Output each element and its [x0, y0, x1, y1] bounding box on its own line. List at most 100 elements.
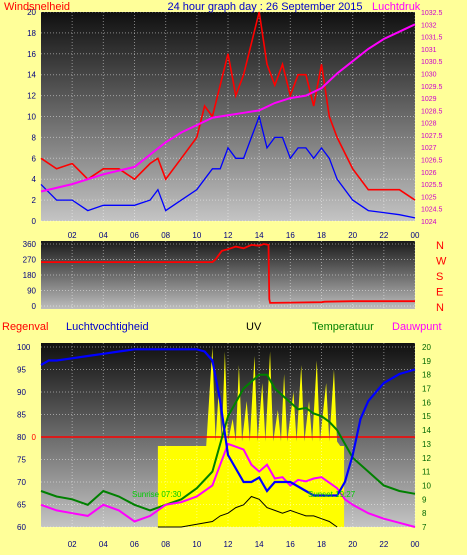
- y-tick-label: 1031.5: [421, 35, 443, 42]
- y-tick-label: 6: [32, 154, 37, 163]
- wind-plot-area: [41, 12, 415, 221]
- y-tick-label: 19: [422, 357, 431, 366]
- y-tick-label: 1027.5: [421, 133, 443, 140]
- uv-series: [157, 347, 345, 527]
- y-tick-label: 8: [32, 133, 37, 142]
- x-tick-label: 00: [411, 540, 420, 549]
- x-tick-label: 02: [68, 540, 77, 549]
- y-tick-label: 60: [17, 523, 26, 532]
- sunrise-label: Sunrise 07:30: [132, 490, 182, 499]
- x-tick-label: 00: [411, 231, 420, 240]
- x-tick-label: 04: [99, 231, 108, 240]
- y-tick-label: 14: [422, 426, 431, 435]
- y-tick-label: 270: [23, 256, 37, 265]
- dewpoint-line: [40, 442, 416, 528]
- compass-label: N: [436, 302, 444, 314]
- y-tick-label: 1026.5: [421, 158, 443, 165]
- uv-average-line: [157, 495, 338, 528]
- y-tick-label: 90: [17, 388, 26, 397]
- rain-label: Regenval: [2, 321, 48, 333]
- y-tick-label: 7: [422, 523, 427, 532]
- direction-plot-area: [41, 241, 415, 309]
- y-tick-label: 17: [422, 385, 431, 394]
- temperature-right-ticks: 7 8 9 10 11 12 13 14 15 16 17 18 19 20: [422, 343, 431, 532]
- y-tick-label: 1026: [421, 170, 437, 177]
- y-tick-label: 1031: [421, 47, 437, 54]
- wind-left-label: Windsnelheid: [4, 1, 70, 13]
- wind-left-ticks: 0 2 4 6 8 10 12 14 16 18 20: [27, 8, 36, 226]
- y-tick-label: 1024: [421, 219, 437, 226]
- x-tick-label: 08: [161, 231, 170, 240]
- x-tick-label: 08: [161, 540, 170, 549]
- y-tick-label: 180: [23, 271, 37, 280]
- y-tick-label: 16: [27, 50, 36, 59]
- y-tick-label: 65: [17, 501, 26, 510]
- y-tick-label: 95: [17, 366, 26, 375]
- y-tick-label: 11: [422, 468, 431, 477]
- uv-label: UV: [246, 321, 262, 333]
- direction-grid: [41, 241, 416, 309]
- x-tick-label: 22: [379, 231, 388, 240]
- y-tick-label: 1027: [421, 145, 437, 152]
- compass-label: W: [436, 256, 447, 268]
- pressure-right-label: Luchtdruk: [372, 1, 421, 13]
- gust-line: [40, 11, 416, 201]
- x-tick-label: 02: [68, 231, 77, 240]
- wind-series: [40, 11, 416, 219]
- x-tick-label: 20: [348, 540, 357, 549]
- y-tick-label: 1028: [421, 121, 437, 128]
- y-tick-label: 85: [17, 411, 26, 420]
- y-tick-label: 18: [27, 29, 36, 38]
- y-tick-label: 0: [32, 217, 37, 226]
- humidity-label: Luchtvochtigheid: [66, 321, 149, 333]
- climate-panel: Regenval Luchtvochtigheid UV Temperatuur…: [2, 321, 442, 549]
- temperature-label: Temperatuur: [312, 321, 374, 333]
- wind-grid: [41, 11, 416, 222]
- y-tick-label: 9: [422, 495, 427, 504]
- y-tick-label: 80: [17, 433, 26, 442]
- y-tick-label: 90: [27, 287, 36, 296]
- direction-series: [41, 243, 415, 304]
- y-tick-label: 1032: [421, 22, 437, 29]
- y-tick-label: 16: [422, 398, 431, 407]
- compass-label: S: [436, 271, 443, 283]
- y-tick-label: 100: [17, 343, 31, 352]
- y-tick-label: 1029.5: [421, 84, 443, 91]
- x-tick-label: 04: [99, 540, 108, 549]
- y-tick-label: 75: [17, 456, 26, 465]
- x-tick-label: 06: [130, 540, 139, 549]
- direction-left-ticks: 0 90 180 270 360: [23, 240, 37, 311]
- temperature-line: [40, 373, 416, 512]
- pressure-line: [40, 23, 416, 193]
- x-tick-label: 06: [130, 231, 139, 240]
- y-tick-label: 360: [23, 240, 37, 249]
- y-tick-label: 1024.5: [421, 207, 443, 214]
- y-tick-label: 20: [422, 343, 431, 352]
- x-tick-label: 18: [317, 540, 326, 549]
- x-tick-label: 20: [348, 231, 357, 240]
- y-tick-label: 10: [27, 113, 36, 122]
- uv-band: [157, 446, 345, 527]
- y-tick-label: 2: [32, 196, 37, 205]
- climate-x-ticks: 02 04 06 08 10 12 14 16 18 20 22 00: [68, 540, 420, 549]
- pressure-right-ticks: 1024 1024.5 1025 1025.5 1026 1026.5 1027 1027.5…: [421, 10, 443, 226]
- compass-label: E: [436, 287, 443, 299]
- x-tick-label: 14: [255, 540, 264, 549]
- y-tick-label: 15: [422, 412, 431, 421]
- x-tick-label: 10: [192, 231, 201, 240]
- y-tick-label: 12: [27, 92, 36, 101]
- y-tick-label: 20: [27, 8, 36, 17]
- wind-x-ticks: 02 04 06 08 10 12 14 16 18 20 22 00: [68, 231, 420, 240]
- y-tick-label: 1025.5: [421, 182, 443, 189]
- x-tick-label: 10: [192, 540, 201, 549]
- x-tick-label: 12: [224, 540, 233, 549]
- y-tick-label: 1032.5: [421, 10, 443, 17]
- y-tick-label: 0: [32, 302, 37, 311]
- x-tick-label: 22: [379, 540, 388, 549]
- x-tick-label: 16: [286, 540, 295, 549]
- humidity-left-ticks: 60 65 70 75 80 85 90 95 100 0: [17, 343, 37, 532]
- y-tick-label: 1029: [421, 96, 437, 103]
